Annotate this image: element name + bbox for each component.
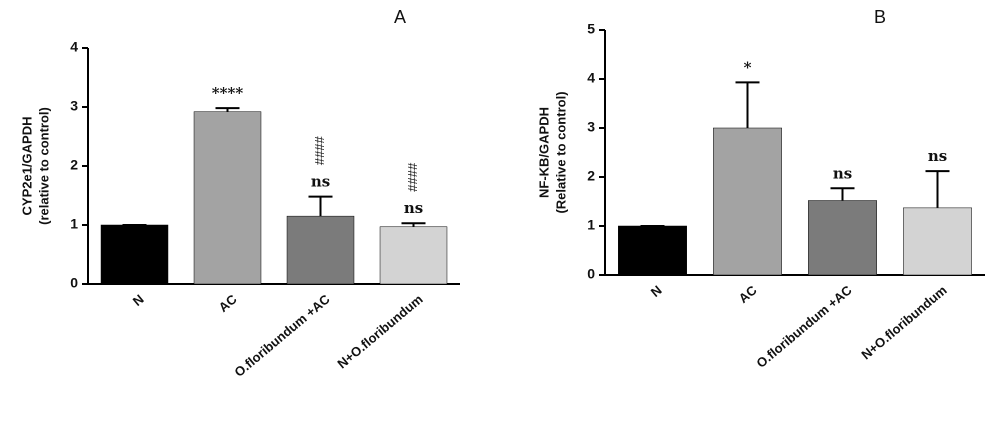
x-tick-label: AC [216, 291, 240, 315]
bar [903, 207, 972, 276]
significance-label: #### [312, 135, 327, 165]
y-tick-label: 3 [587, 119, 595, 135]
x-tick-label: N+O.floribundum [858, 282, 949, 362]
significance-label: ns [404, 199, 423, 217]
x-tick-label: O.floribundum +AC [231, 291, 333, 380]
y-tick-label: 1 [70, 216, 78, 232]
y-tick-label: 5 [587, 21, 595, 37]
significance-label: ns [928, 147, 947, 165]
y-tick-label: 3 [70, 98, 78, 114]
chart-title: A [394, 7, 406, 27]
y-tick-label: 4 [70, 39, 78, 55]
bar [618, 225, 687, 276]
significance-label: #### [405, 162, 420, 192]
significance-label: ns [311, 173, 330, 191]
y-tick-label: 2 [70, 157, 78, 173]
x-tick-label: AC [736, 282, 760, 306]
y-axis-label: (Relative to control) [553, 91, 568, 213]
significance-label: ns [833, 164, 852, 182]
bar [808, 200, 877, 276]
y-tick-label: 4 [587, 70, 595, 86]
y-axis-label: NF-KB/GAPDH [536, 107, 551, 198]
x-tick-label: N+O.floribundum [334, 291, 425, 371]
y-tick-label: 1 [587, 217, 595, 233]
x-tick-label: N [130, 291, 147, 309]
bar [713, 127, 782, 276]
bar [100, 224, 169, 285]
y-axis-label: CYP2e1/GAPDH [19, 117, 34, 216]
bar [193, 111, 262, 285]
x-tick-label: N [648, 282, 665, 300]
significance-label: **** [212, 84, 244, 102]
bar [379, 226, 448, 285]
bar [286, 215, 355, 285]
significance-label: * [744, 58, 752, 76]
chart-title: B [874, 7, 886, 27]
x-tick-label: O.floribundum +AC [753, 282, 855, 371]
y-axis-label: (relative to control) [36, 107, 51, 225]
y-tick-label: 0 [587, 266, 595, 282]
y-tick-label: 2 [587, 168, 595, 184]
y-tick-label: 0 [70, 275, 78, 291]
